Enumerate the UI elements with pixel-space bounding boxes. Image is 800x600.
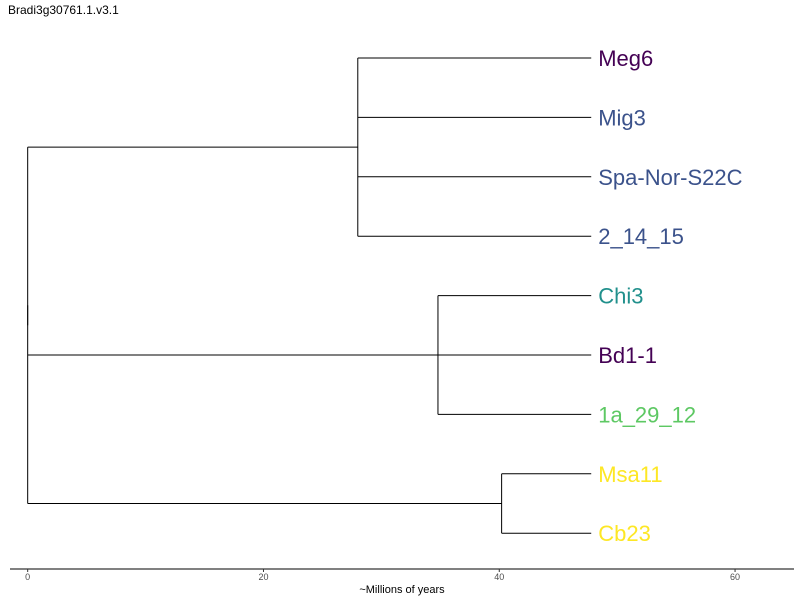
tip-label: Cb23	[598, 521, 651, 546]
page-title: Bradi3g30761.1.v3.1	[8, 3, 119, 17]
x-tick-label: 40	[494, 572, 504, 582]
x-tick-label: 20	[258, 572, 268, 582]
tip-label: Bd1-1	[598, 343, 657, 368]
x-tick-label: 0	[25, 572, 30, 582]
tip-label: Meg6	[598, 46, 653, 71]
x-axis-title: ~Millions of years	[359, 584, 445, 596]
tip-label: Spa-Nor-S22C	[598, 165, 742, 190]
x-tick-label: 60	[730, 572, 740, 582]
x-axis: 0 20 40 60 ~Millions of years	[10, 568, 794, 596]
tip-label: Mig3	[598, 105, 646, 130]
tip-label: Msa11	[598, 462, 662, 487]
x-axis-ticks: 0 20 40 60	[25, 569, 740, 582]
tree-branches	[27, 57, 592, 534]
tip-labels: Meg6 Mig3 Spa-Nor-S22C 2_14_15 Chi3 Bd1-1 1a_2…	[598, 46, 742, 546]
tip-label: 2_14_15	[598, 224, 684, 249]
tip-label: 1a_29_12	[598, 402, 696, 427]
tip-label: Chi3	[598, 284, 643, 309]
